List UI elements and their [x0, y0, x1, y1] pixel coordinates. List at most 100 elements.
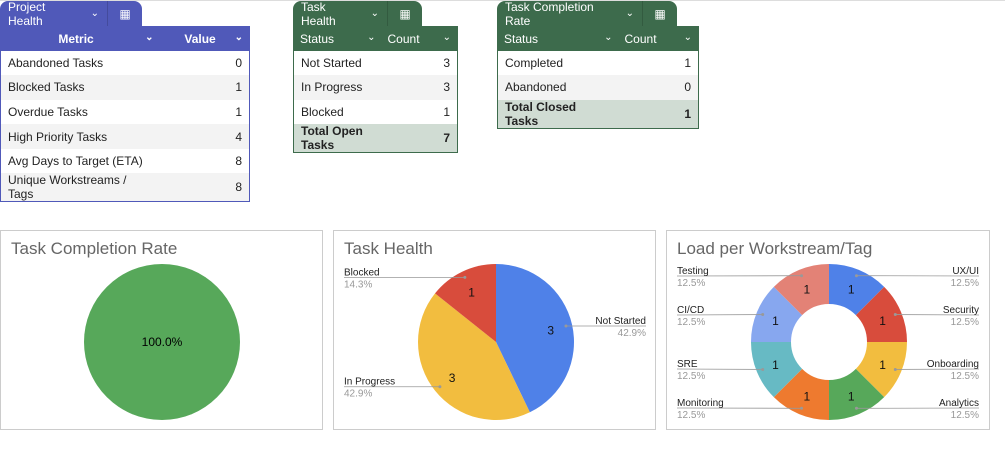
- row-value: 3: [381, 75, 458, 100]
- chevron-down-icon[interactable]: ⌄: [625, 8, 634, 19]
- slice-monitoring[interactable]: [773, 368, 829, 420]
- chevron-down-icon[interactable]: ⌄: [370, 8, 379, 19]
- legend-label: Not Started: [595, 316, 646, 327]
- leader-dot: [854, 274, 858, 278]
- legend-pct: 12.5%: [951, 410, 979, 421]
- slice-security[interactable]: [855, 286, 907, 342]
- row-value: 0: [235, 55, 242, 70]
- tab-task-completion-rate[interactable]: Task Completion Rate ⌄: [497, 0, 643, 28]
- header-status[interactable]: Status ⌄: [497, 26, 619, 51]
- project-health-table: Project Health ⌄ ▦ Metric ⌄ Value ⌄ Abandoned…: [0, 0, 250, 203]
- slice-testing[interactable]: [773, 264, 829, 316]
- slice-not-started[interactable]: [496, 264, 574, 413]
- table-row: Overdue Tasks 1: [1, 100, 250, 125]
- slice-ux-ui[interactable]: [829, 264, 885, 316]
- header-status[interactable]: Status ⌄: [293, 26, 382, 51]
- table-row: Not Started 3: [294, 51, 458, 76]
- chart-load-per-workstream: 1 UX/UI 12.5% 1 Security 12.5% 1 Onboarding 12.5…: [666, 230, 990, 430]
- table-row: In Progress 3: [293, 75, 458, 100]
- slice-value-label: 3: [449, 371, 456, 385]
- row-label: In Progress: [293, 75, 382, 100]
- slice-value-label: 1: [772, 314, 779, 328]
- calculator-icon[interactable]: ▦: [108, 1, 142, 26]
- leader-dot: [854, 406, 858, 410]
- slice-value-label: 1: [879, 314, 886, 328]
- leader-dot: [800, 406, 804, 410]
- row-label: Completed: [505, 55, 564, 70]
- slice-completed[interactable]: [84, 264, 240, 420]
- legend-label: Blocked: [344, 267, 380, 278]
- leader-dot: [761, 313, 765, 317]
- legend-pct: 12.5%: [951, 371, 979, 382]
- legend-label: Testing: [677, 266, 709, 277]
- chart-task-completion-rate: 100.0% Task Completion Rate: [0, 230, 323, 430]
- leader-dot: [564, 324, 568, 328]
- leader-dot: [463, 275, 467, 279]
- legend-pct: 42.9%: [344, 389, 372, 400]
- legend-label: In Progress: [344, 377, 395, 388]
- row-label: Not Started: [301, 55, 362, 70]
- chart-title: Task Completion Rate: [11, 239, 178, 258]
- slice-value-label: 1: [803, 282, 810, 296]
- legend-pct: 12.5%: [677, 278, 705, 289]
- legend-label: Onboarding: [927, 359, 979, 370]
- slice-analytics[interactable]: [829, 368, 885, 420]
- legend-pct: 12.5%: [677, 410, 705, 421]
- total-value: 1: [618, 99, 699, 129]
- table-row: Avg Days to Target (ETA) 8: [1, 149, 250, 174]
- legend-pct: 12.5%: [677, 371, 705, 382]
- chevron-down-icon[interactable]: ⌄: [145, 31, 154, 43]
- legend-label: SRE: [677, 359, 698, 370]
- legend-pct: 12.5%: [951, 317, 979, 328]
- slice-ci-cd[interactable]: [751, 286, 803, 342]
- row-label: Abandoned Tasks: [8, 55, 104, 70]
- slice-value-label: 1: [803, 390, 810, 404]
- header-metric[interactable]: Metric ⌄: [0, 26, 160, 51]
- slice-pct-label: 100.0%: [142, 335, 183, 349]
- row-value: 0: [618, 75, 699, 100]
- table-row: Blocked Tasks 1: [0, 75, 250, 100]
- row-value: 8: [235, 154, 242, 169]
- header-count[interactable]: Count ⌄: [618, 26, 699, 51]
- legend-pct: 12.5%: [951, 278, 979, 289]
- chevron-down-icon[interactable]: ⌄: [604, 31, 613, 43]
- header-count[interactable]: Count ⌄: [381, 26, 458, 51]
- chevron-down-icon[interactable]: ⌄: [367, 31, 376, 43]
- slice-value-label: 1: [848, 390, 855, 404]
- table-row: Abandoned Tasks 0: [1, 51, 250, 76]
- legend-pct: 12.5%: [677, 317, 705, 328]
- leader-dot: [800, 274, 804, 278]
- row-value: 4: [159, 124, 250, 149]
- chevron-down-icon[interactable]: ⌄: [90, 8, 99, 19]
- tab-project-health[interactable]: Project Health ⌄: [0, 0, 108, 28]
- row-value: 1: [235, 104, 242, 119]
- row-label: Avg Days to Target (ETA): [8, 154, 143, 169]
- chart-task-health: 3 Not Started 42.9% 3 In Progress 42.9% 1 Block…: [333, 230, 656, 430]
- chevron-down-icon[interactable]: ⌄: [683, 31, 692, 43]
- slice-in-progress[interactable]: [417, 293, 530, 420]
- header-value[interactable]: Value ⌄: [159, 26, 250, 51]
- legend-label: Analytics: [939, 398, 979, 409]
- calculator-icon[interactable]: ▦: [643, 1, 677, 26]
- row-value: 1: [684, 55, 691, 70]
- leader-dot: [761, 367, 765, 371]
- tab-task-health[interactable]: Task Health ⌄: [293, 0, 388, 28]
- table-row: Completed 1: [498, 51, 699, 76]
- legend-label: Security: [943, 305, 979, 316]
- slice-sre[interactable]: [751, 342, 803, 398]
- total-label: Total Closed Tasks: [497, 99, 619, 129]
- slice-value-label: 3: [547, 324, 554, 338]
- legend-label: Monitoring: [677, 398, 724, 409]
- calculator-icon[interactable]: ▦: [388, 1, 422, 26]
- slice-onboarding[interactable]: [855, 342, 907, 398]
- chevron-down-icon[interactable]: ⌄: [234, 31, 243, 43]
- slice-blocked[interactable]: [435, 264, 496, 342]
- table-row: Blocked 1: [294, 100, 458, 125]
- tab-label: Project Health: [8, 0, 46, 28]
- legend-label: UX/UI: [952, 266, 979, 277]
- row-value: 1: [443, 104, 450, 119]
- row-label: High Priority Tasks: [0, 124, 160, 149]
- table-row: Abandoned 0: [497, 75, 699, 100]
- slice-value-label: 1: [772, 358, 779, 372]
- chevron-down-icon[interactable]: ⌄: [442, 31, 451, 43]
